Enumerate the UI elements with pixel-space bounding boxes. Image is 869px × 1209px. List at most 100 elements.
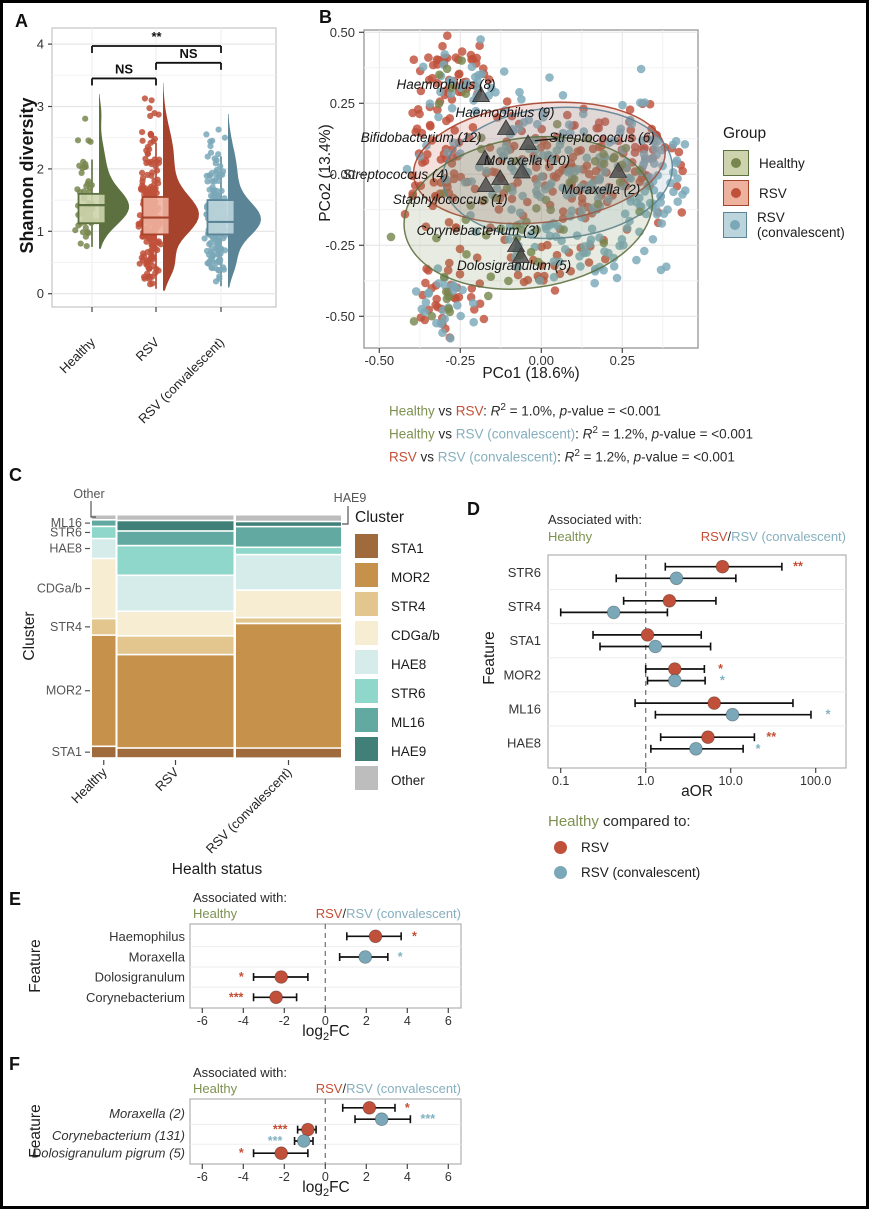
svg-text:Corynebacterium (131): Corynebacterium (131): [52, 1128, 185, 1143]
segment-ML16: [236, 527, 341, 547]
cluster-legend-item: CDGa/b: [355, 621, 440, 650]
svg-text:**: **: [793, 560, 803, 574]
svg-text:STR6: STR6: [508, 565, 541, 580]
svg-text:**: **: [766, 730, 776, 744]
svg-text:2: 2: [363, 1014, 370, 1028]
svg-text:***: ***: [229, 990, 244, 1004]
group-legend: Group Healthy RSV RSV (convalescent): [723, 125, 866, 244]
svg-text:1.0: 1.0: [637, 774, 654, 788]
ellipse-red: [412, 101, 666, 225]
svg-text:10.0: 10.0: [719, 774, 743, 788]
svg-text:-6: -6: [197, 1170, 208, 1184]
panel-e-y-axis-title: Feature: [27, 939, 44, 993]
svg-text:MOR2: MOR2: [503, 667, 541, 682]
svg-text:6: 6: [445, 1014, 452, 1028]
panel-f-x-axis-title: log2FC: [302, 1179, 350, 1200]
ellipse-green: [403, 135, 654, 290]
permanova-stat-line: RSV vs RSV (convalescent): R2 = 1.2%, p-…: [389, 448, 735, 465]
svg-text:0.25: 0.25: [610, 353, 635, 368]
segment-CDGa/b: [236, 590, 341, 617]
segment-STR4: [236, 618, 341, 623]
svg-text:***: ***: [273, 1123, 288, 1137]
panel-a-y-axis-title: Shannon diversity: [17, 97, 37, 254]
cluster-legend-item: Other: [355, 766, 440, 795]
svg-text:0: 0: [322, 1014, 329, 1028]
svg-text:-2: -2: [279, 1014, 290, 1028]
svg-text:ML16: ML16: [508, 701, 541, 716]
taxon-triangle: [475, 149, 495, 166]
segment-MOR2: [117, 655, 234, 748]
taxon-triangle: [518, 134, 538, 150]
panel-c-x-axis-title: Health status: [171, 861, 263, 878]
segment-HAE8: [236, 555, 341, 590]
svg-text:NS: NS: [115, 61, 133, 76]
svg-text:Haemophilus (9): Haemophilus (9): [455, 105, 554, 120]
svg-text:Moraxella (10): Moraxella (10): [484, 153, 570, 168]
comparison-legend-item: RSV: [548, 840, 700, 855]
panel-d-x-axis-title: aOR: [681, 783, 713, 800]
segment-HAE8: [92, 539, 116, 558]
cluster-legend-item: MOR2: [355, 563, 440, 592]
svg-text:*: *: [398, 950, 403, 964]
segment-STA1: [117, 748, 234, 758]
svg-text:2: 2: [37, 161, 44, 176]
svg-text:*: *: [756, 742, 761, 756]
svg-text:*: *: [239, 970, 244, 984]
panel-e-header-assoc: Associated with:: [193, 890, 287, 905]
segment-HAE9: [236, 522, 341, 526]
svg-text:MOR2: MOR2: [46, 684, 82, 698]
annotation-other: Other: [73, 487, 104, 501]
svg-text:-6: -6: [197, 1014, 208, 1028]
svg-text:HAE8: HAE8: [49, 542, 82, 556]
svg-text:100.0: 100.0: [800, 774, 831, 788]
segment-STR6: [236, 548, 341, 554]
segment-Other: [117, 515, 234, 520]
biplot-taxa: Haemophilus (8) Haemophilus (9) Bifidobact…: [343, 77, 655, 273]
svg-text:4: 4: [37, 37, 44, 52]
taxon-triangle: [506, 236, 526, 252]
violin-blue: [228, 113, 261, 288]
panel-d-legend: Healthy compared to: RSV RSV (convalescen…: [548, 813, 700, 880]
panel-d-header-assoc: Associated with:: [548, 512, 642, 527]
svg-text:RSV (convalescent): RSV (convalescent): [203, 765, 295, 857]
panel-f-header-healthy: Healthy: [193, 1081, 238, 1096]
group-legend-item: RSV: [723, 180, 866, 206]
taxon-triangle: [511, 247, 531, 263]
segment-STR4: [117, 636, 234, 654]
cluster-legend-item: HAE8: [355, 650, 440, 679]
svg-text:-0.50: -0.50: [364, 353, 394, 368]
annotation-hae9: HAE9: [334, 491, 367, 505]
svg-text:0: 0: [322, 1170, 329, 1184]
svg-text:1: 1: [37, 224, 44, 239]
taxon-triangle: [490, 169, 510, 185]
comparison-legend-item: RSV (convalescent): [548, 865, 700, 880]
taxon-triangle: [608, 162, 628, 178]
permanova-stat-line: Healthy vs RSV (convalescent): R2 = 1.2%…: [389, 425, 753, 442]
svg-text:4: 4: [404, 1170, 411, 1184]
box-red: [141, 196, 171, 236]
cluster-legend: Cluster STA1 MOR2 STR4 CDGa/b HAE8 STR6 ML16 HA…: [355, 509, 440, 795]
segment-STR6: [117, 546, 234, 575]
svg-text:*: *: [718, 662, 723, 676]
panel-d-y-axis-title: Feature: [481, 631, 498, 685]
panel-d-header-groups: RSV/RSV (convalescent): [700, 529, 846, 544]
panel-b-x-axis-title: PCo1 (18.6%): [482, 365, 580, 382]
svg-text:0.50: 0.50: [330, 25, 355, 40]
panel-e-header-healthy: Healthy: [193, 906, 238, 921]
panel-e: -6 -4 -2 0 2 4 6 Haemophilus * Moraxella * Dolosigr…: [86, 923, 462, 1028]
svg-text:*: *: [826, 708, 831, 722]
taxon-triangle: [471, 86, 491, 102]
box-green: [77, 192, 107, 225]
segment-Other: [92, 515, 116, 519]
ellipse-blue: [441, 106, 674, 240]
svg-text:3: 3: [37, 99, 44, 114]
violin-green: [99, 94, 129, 249]
segment-STA1: [92, 747, 116, 758]
panel-c-label: C: [9, 465, 22, 485]
svg-text:*: *: [239, 1146, 244, 1160]
segment-STR6: [92, 527, 116, 538]
